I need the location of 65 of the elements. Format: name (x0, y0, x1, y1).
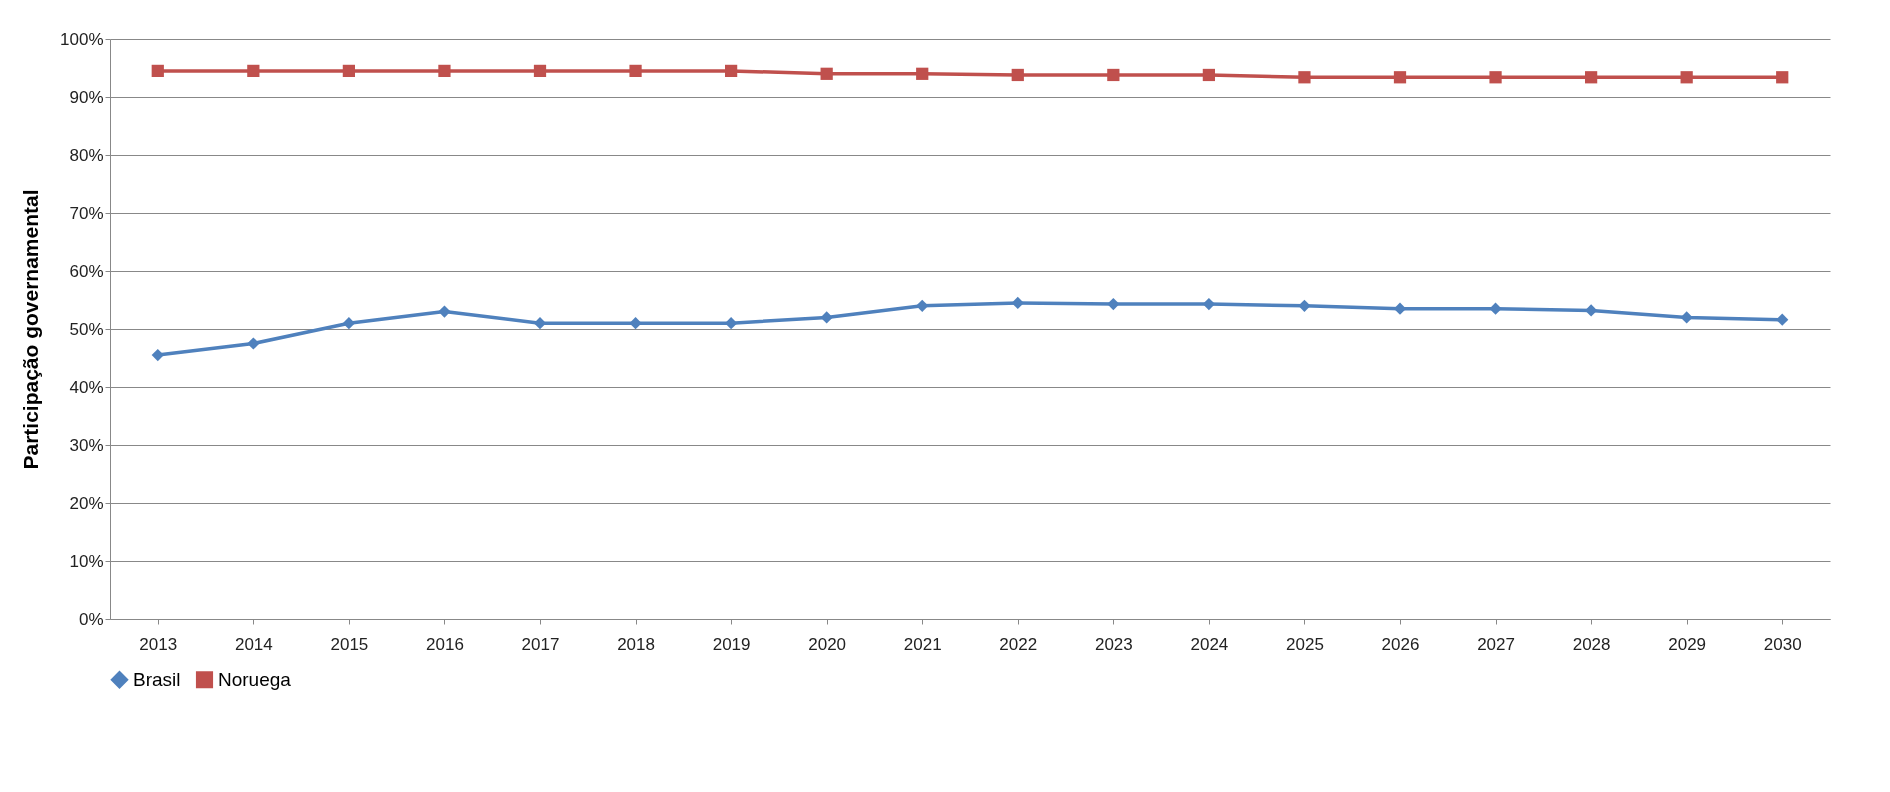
point (1393, 71, 1407, 84)
point (533, 64, 547, 78)
x-tick-label: 2022 (999, 634, 1038, 654)
point (1680, 311, 1693, 324)
point (438, 64, 451, 78)
legend-label: Brasil (133, 668, 181, 690)
x-tick-label: 2028 (1572, 634, 1611, 654)
x-tick-label: 2024 (1190, 634, 1229, 654)
x-tick-label: 2018 (617, 634, 655, 654)
point (1489, 71, 1502, 84)
point (1298, 71, 1311, 84)
point (342, 317, 356, 330)
point (629, 64, 642, 78)
y-tick-label: 50% (69, 319, 104, 339)
y-tick-label: 30% (69, 435, 104, 455)
x-tick-label: 2026 (1381, 634, 1420, 654)
point (916, 67, 929, 80)
point (1776, 71, 1789, 84)
x-tick-label: 2025 (1286, 634, 1324, 654)
point (1298, 299, 1311, 312)
point (533, 317, 547, 330)
y-tick-label: 90% (69, 87, 104, 107)
point (629, 317, 642, 330)
point (1202, 68, 1216, 82)
y-tick-label: 60% (69, 261, 104, 281)
x-tick-label: 2021 (903, 634, 942, 654)
point (1393, 302, 1407, 315)
point (724, 317, 738, 330)
x-tick-label: 2016 (426, 634, 464, 654)
x-tick-label: 2029 (1668, 634, 1707, 654)
x-tick-label: 2015 (330, 634, 369, 654)
point (820, 67, 833, 80)
y-tick-label: 20% (69, 493, 104, 513)
x-tick-label: 2027 (1477, 634, 1515, 654)
y-tick-label: 100% (60, 29, 104, 49)
x-tick-label: 2014 (234, 634, 273, 654)
legend-label: Noruega (218, 668, 292, 690)
point (1011, 296, 1024, 310)
point (247, 64, 260, 78)
point (1202, 297, 1216, 311)
point (1107, 68, 1120, 82)
y-tick-label: 80% (69, 145, 104, 165)
point (724, 64, 738, 78)
point (342, 64, 356, 78)
point (1584, 71, 1598, 84)
point (1776, 313, 1789, 326)
y-tick-label: 70% (69, 203, 104, 223)
point (151, 64, 164, 78)
x-tick-label: 2013 (139, 634, 178, 654)
point (1680, 71, 1693, 84)
y-tick-label: 0% (78, 609, 104, 629)
x-tick-label: 2020 (808, 634, 847, 654)
point (438, 305, 451, 318)
y-tick-label: 10% (69, 551, 104, 571)
point (247, 337, 260, 350)
y-tick-label: 40% (69, 377, 104, 397)
x-tick-label: 2023 (1094, 634, 1133, 654)
point (1584, 304, 1598, 317)
y-axis-title: Participação governamental (19, 189, 43, 470)
x-tick-label: 2017 (521, 634, 560, 654)
point (1011, 68, 1024, 82)
x-tick-label: 2030 (1763, 634, 1802, 654)
x-tick-label: 2019 (712, 634, 751, 654)
point (151, 348, 164, 362)
point (1107, 297, 1120, 311)
